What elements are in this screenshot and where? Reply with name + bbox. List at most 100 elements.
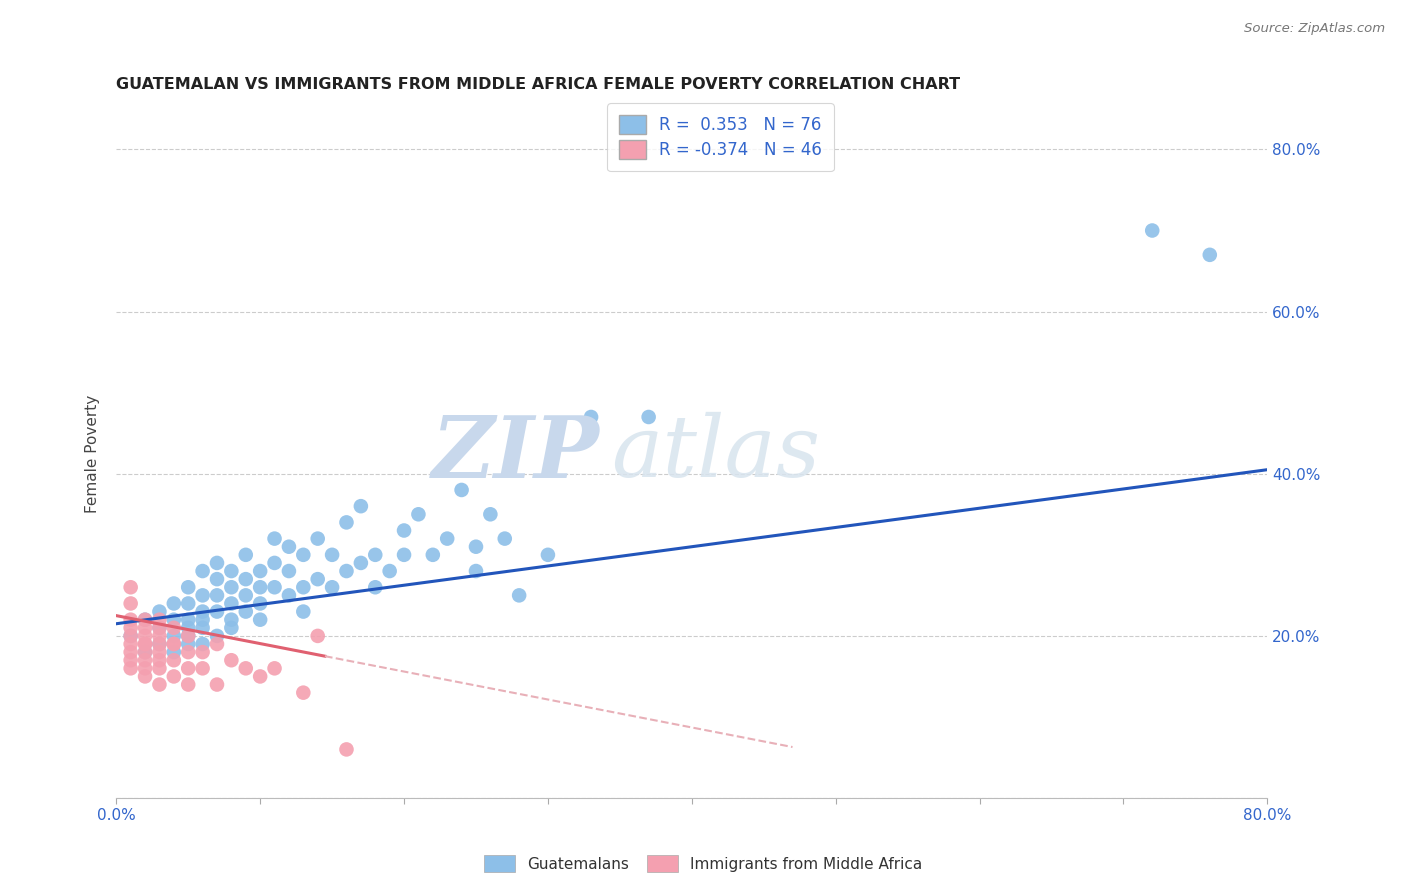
Point bbox=[148, 621, 170, 635]
Point bbox=[335, 516, 357, 530]
Point bbox=[163, 637, 186, 651]
Point bbox=[221, 597, 243, 611]
Point bbox=[120, 580, 142, 594]
Point bbox=[177, 677, 200, 691]
Point bbox=[177, 645, 200, 659]
Point bbox=[120, 629, 142, 643]
Point bbox=[177, 637, 200, 651]
Point bbox=[163, 629, 186, 643]
Point bbox=[177, 629, 200, 643]
Point bbox=[205, 629, 228, 643]
Point bbox=[148, 653, 170, 667]
Point bbox=[263, 580, 285, 594]
Point bbox=[465, 540, 488, 554]
Point bbox=[148, 613, 170, 627]
Point bbox=[120, 597, 142, 611]
Point bbox=[292, 580, 315, 594]
Point bbox=[235, 572, 257, 586]
Point bbox=[321, 580, 343, 594]
Point bbox=[148, 677, 170, 691]
Point bbox=[235, 605, 257, 619]
Point bbox=[235, 548, 257, 562]
Point bbox=[392, 524, 415, 538]
Point bbox=[134, 629, 156, 643]
Point bbox=[221, 653, 243, 667]
Point bbox=[177, 661, 200, 675]
Point bbox=[148, 629, 170, 643]
Point bbox=[249, 597, 271, 611]
Point bbox=[277, 540, 299, 554]
Point bbox=[120, 621, 142, 635]
Point bbox=[277, 564, 299, 578]
Legend: Guatemalans, Immigrants from Middle Africa: Guatemalans, Immigrants from Middle Afri… bbox=[477, 847, 929, 880]
Text: Source: ZipAtlas.com: Source: ZipAtlas.com bbox=[1244, 22, 1385, 36]
Point bbox=[120, 661, 142, 675]
Point bbox=[134, 621, 156, 635]
Point bbox=[364, 548, 387, 562]
Point bbox=[479, 508, 502, 522]
Point bbox=[205, 572, 228, 586]
Point bbox=[221, 613, 243, 627]
Point bbox=[191, 613, 214, 627]
Point bbox=[148, 637, 170, 651]
Point bbox=[191, 637, 214, 651]
Point bbox=[191, 621, 214, 635]
Point bbox=[235, 661, 257, 675]
Text: atlas: atlas bbox=[612, 412, 820, 495]
Point bbox=[307, 629, 329, 643]
Point bbox=[177, 580, 200, 594]
Point bbox=[191, 605, 214, 619]
Point bbox=[637, 409, 659, 424]
Point bbox=[221, 580, 243, 594]
Legend: R =  0.353   N = 76, R = -0.374   N = 46: R = 0.353 N = 76, R = -0.374 N = 46 bbox=[607, 103, 834, 171]
Point bbox=[221, 564, 243, 578]
Point bbox=[392, 548, 415, 562]
Point bbox=[249, 669, 271, 683]
Point bbox=[235, 588, 257, 602]
Point bbox=[120, 629, 142, 643]
Point bbox=[205, 677, 228, 691]
Point bbox=[292, 686, 315, 700]
Point bbox=[350, 556, 373, 570]
Point bbox=[134, 637, 156, 651]
Point bbox=[465, 564, 488, 578]
Point bbox=[537, 548, 560, 562]
Point bbox=[579, 409, 602, 424]
Point bbox=[120, 645, 142, 659]
Point bbox=[148, 621, 170, 635]
Point bbox=[263, 532, 285, 546]
Point bbox=[436, 532, 458, 546]
Point bbox=[120, 653, 142, 667]
Point bbox=[205, 637, 228, 651]
Point bbox=[191, 661, 214, 675]
Point bbox=[134, 613, 156, 627]
Point bbox=[148, 637, 170, 651]
Point bbox=[450, 483, 472, 497]
Point bbox=[163, 621, 186, 635]
Point bbox=[1142, 223, 1164, 237]
Point bbox=[163, 645, 186, 659]
Point bbox=[249, 580, 271, 594]
Point bbox=[307, 572, 329, 586]
Point bbox=[134, 653, 156, 667]
Point bbox=[163, 613, 186, 627]
Point bbox=[148, 605, 170, 619]
Point bbox=[177, 613, 200, 627]
Point bbox=[177, 629, 200, 643]
Point bbox=[134, 661, 156, 675]
Point bbox=[148, 645, 170, 659]
Point bbox=[163, 669, 186, 683]
Point bbox=[408, 508, 430, 522]
Point bbox=[163, 653, 186, 667]
Point bbox=[191, 588, 214, 602]
Point bbox=[205, 556, 228, 570]
Point bbox=[205, 605, 228, 619]
Point bbox=[292, 548, 315, 562]
Text: GUATEMALAN VS IMMIGRANTS FROM MIDDLE AFRICA FEMALE POVERTY CORRELATION CHART: GUATEMALAN VS IMMIGRANTS FROM MIDDLE AFR… bbox=[117, 78, 960, 93]
Point bbox=[120, 637, 142, 651]
Point bbox=[292, 605, 315, 619]
Point bbox=[378, 564, 401, 578]
Point bbox=[191, 564, 214, 578]
Point bbox=[134, 645, 156, 659]
Point bbox=[221, 621, 243, 635]
